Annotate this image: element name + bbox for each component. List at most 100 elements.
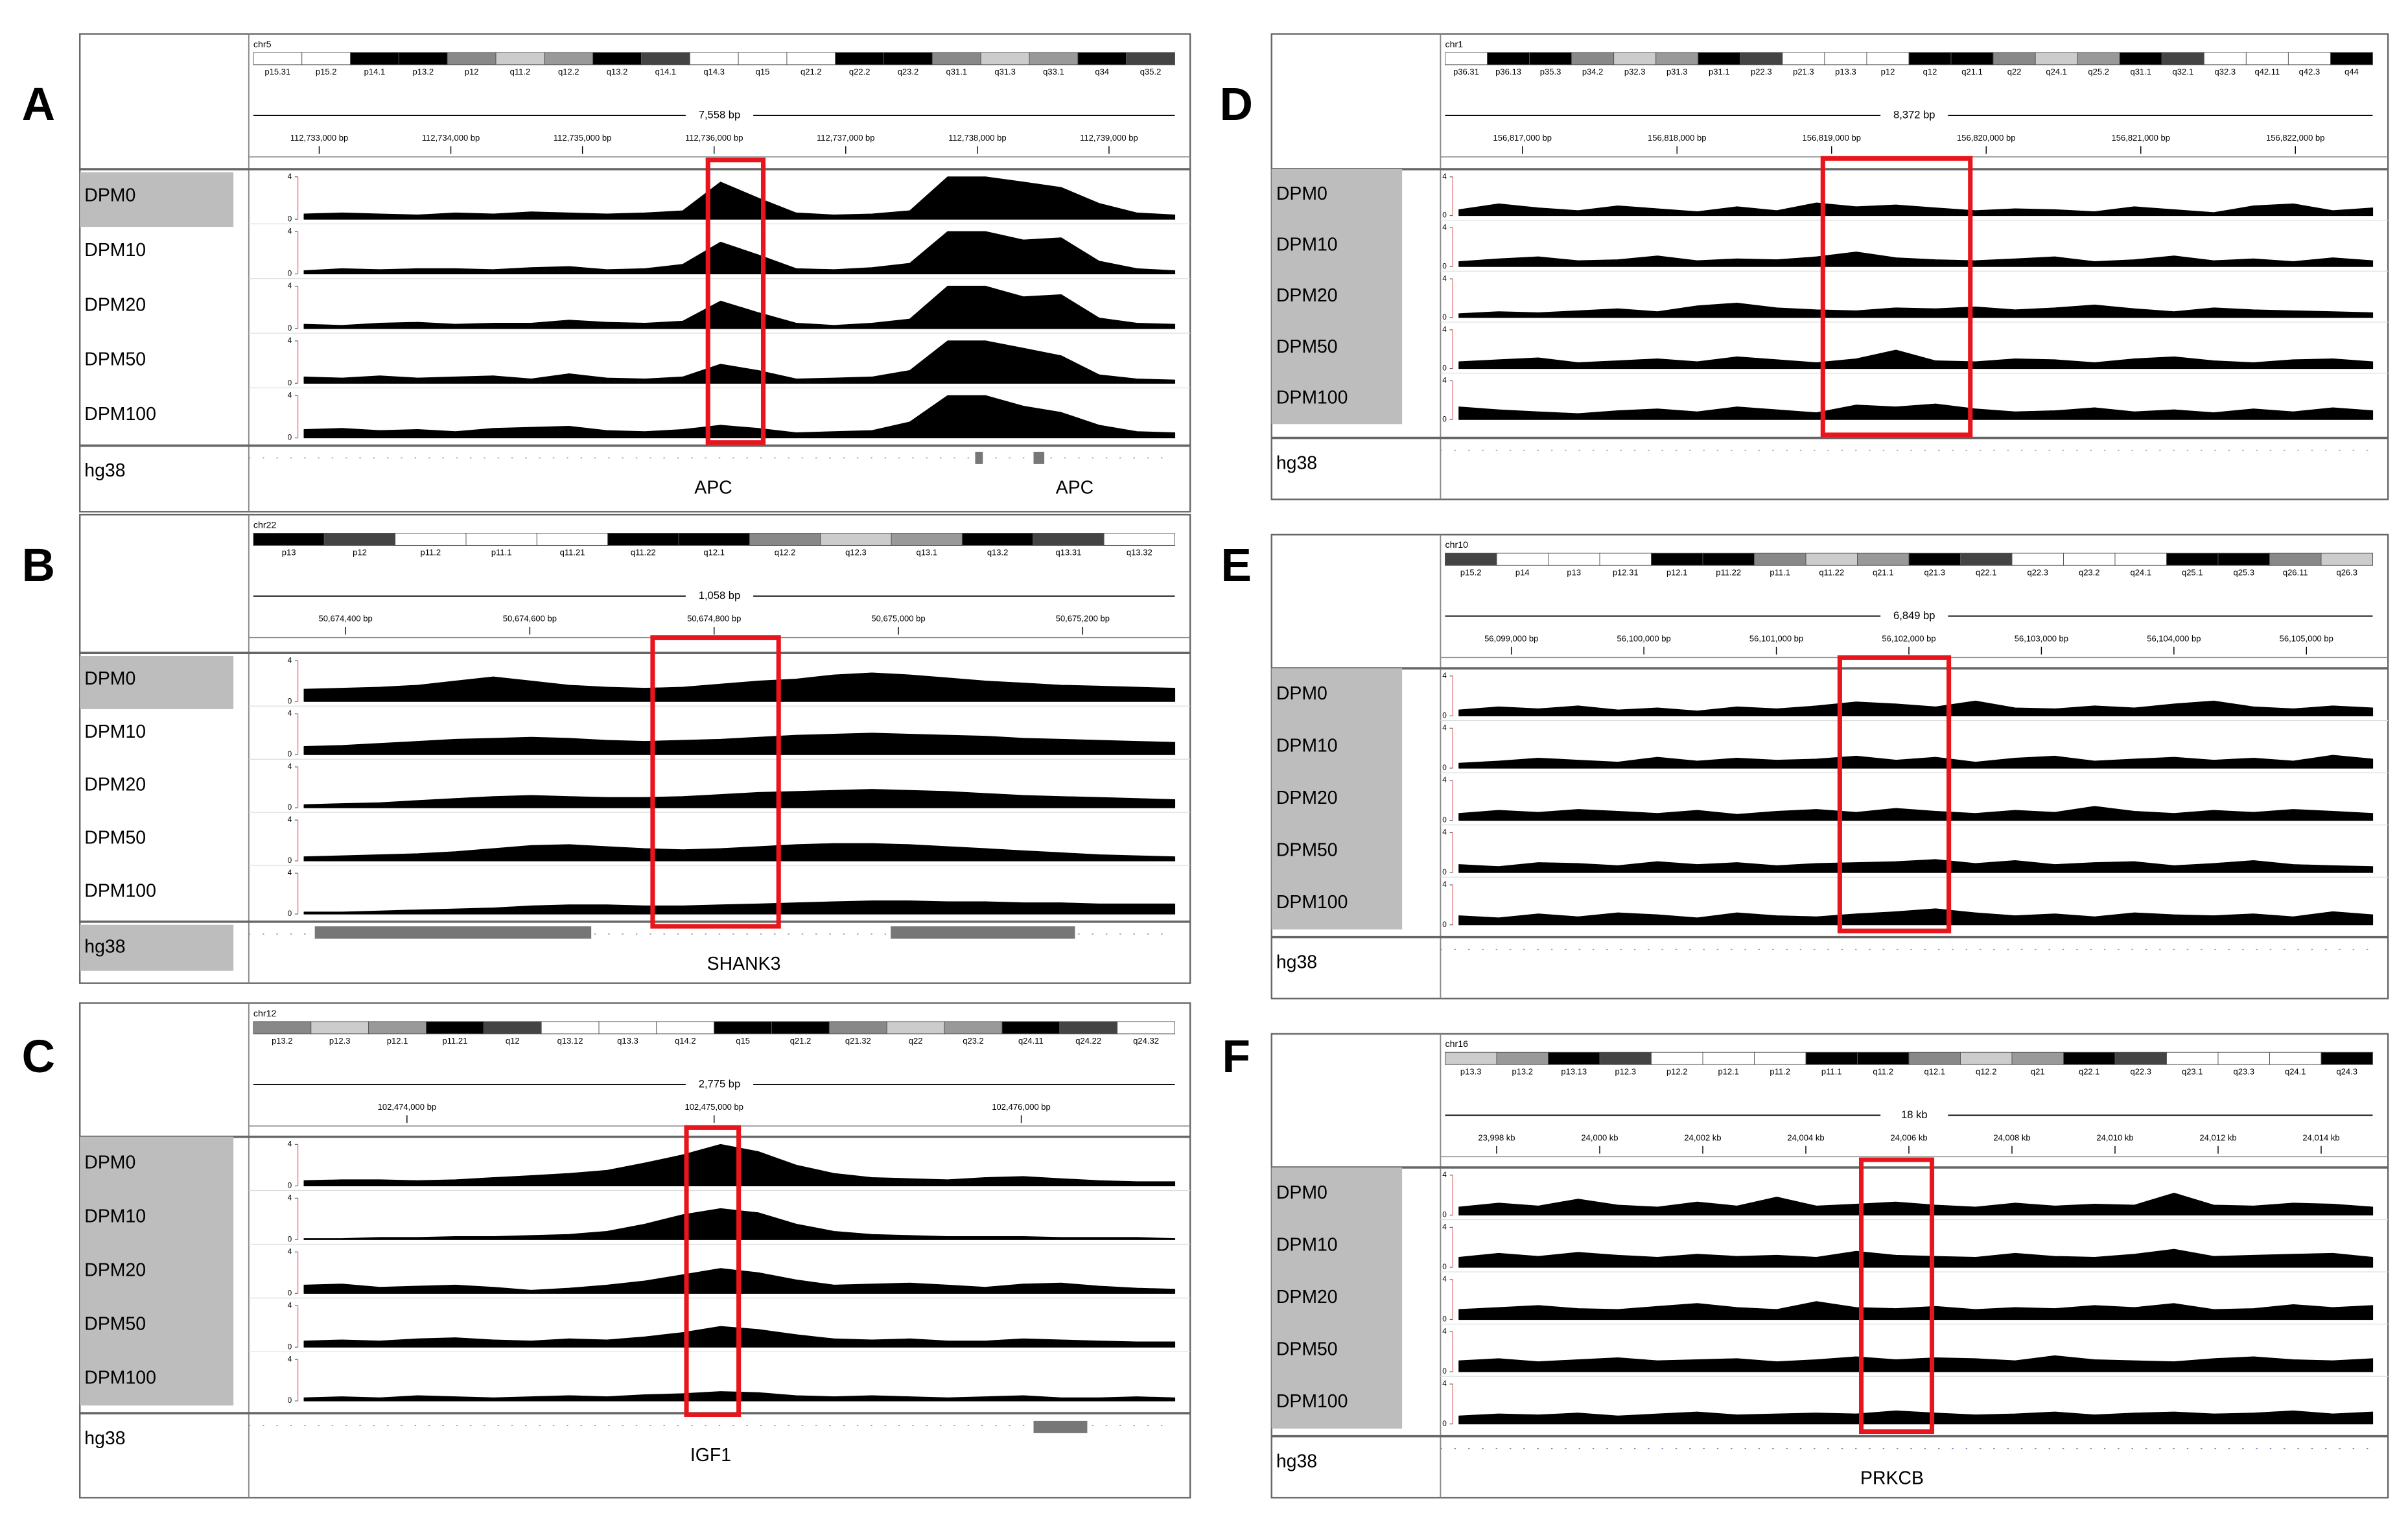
highlight-box (705, 158, 766, 445)
cytoband (786, 52, 836, 65)
cytoband (544, 52, 594, 65)
cytoband (1782, 52, 1825, 65)
cytoband (398, 52, 448, 65)
track-scale-label: 0 (288, 803, 292, 812)
track-name: DPM0 (1276, 683, 1327, 704)
panel-letter: A (22, 79, 55, 130)
track-name: DPM100 (84, 404, 156, 425)
ruler-label: 56,099,000 bp (1484, 633, 1538, 643)
cytoband-label: p13.13 (1561, 1067, 1587, 1077)
cytoband-label: q31.1 (2130, 67, 2151, 76)
chromosome-name: chr1 (1445, 40, 1463, 50)
track-scale-label: 4 (288, 226, 292, 235)
track-scale-label: 0 (288, 269, 292, 278)
highlight-box (1858, 1157, 1935, 1435)
cytoband-label: q13.31 (1056, 548, 1082, 557)
track-scale-label: 0 (288, 378, 292, 387)
cytoband-label: q31.3 (994, 67, 1016, 76)
highlight-box (1837, 655, 1952, 933)
cytoband (771, 1021, 830, 1035)
cytoband (1445, 1051, 1497, 1065)
cytoband-label: q22.3 (2130, 1067, 2151, 1077)
track-scale-label: 0 (1442, 1419, 1447, 1428)
cytoband (2114, 552, 2167, 566)
cytoband (749, 533, 821, 546)
cytoband (641, 52, 690, 65)
cytoband (1702, 1051, 1755, 1065)
cytoband-label: p31.3 (1666, 67, 1688, 76)
cytoband (368, 1021, 427, 1035)
track-scale-label: 0 (288, 856, 292, 865)
cytoband-label: p12 (465, 67, 479, 76)
cytoband-label: q21.2 (801, 67, 822, 76)
ruler-label: 156,817,000 bp (1493, 133, 1551, 143)
cytoband (1740, 52, 1783, 65)
cytoband (944, 1021, 1003, 1035)
span-label-bg (685, 1077, 754, 1092)
cytoband (886, 1021, 945, 1035)
coverage-area (1458, 1410, 2374, 1425)
genome-label: hg38 (84, 1428, 125, 1449)
coverage-area (1458, 302, 2374, 318)
cytoband (2245, 52, 2289, 65)
cytoband-label: p14 (1515, 568, 1530, 578)
cytoband (1117, 1021, 1175, 1035)
track-name: DPM20 (1276, 1287, 1338, 1307)
highlight-box (650, 635, 781, 929)
span-label-bg (1880, 108, 1948, 123)
cytoband-label: q22 (2007, 67, 2022, 76)
cytoband (1445, 52, 1488, 65)
track-scale-label: 0 (1442, 1366, 1447, 1376)
cytoband-label: q11.2 (1873, 1067, 1893, 1077)
cytoband-label: q12.2 (775, 548, 796, 557)
cytoband-label: p11.2 (420, 548, 441, 557)
cytoband-label: p36.31 (1453, 67, 1479, 76)
cytoband-label: q13.12 (557, 1036, 583, 1046)
cytoband (465, 533, 537, 546)
cytoband (1029, 52, 1079, 65)
coverage-area (1458, 202, 2374, 217)
cytoband-label: p12.1 (387, 1036, 408, 1046)
track-name: DPM0 (84, 1153, 135, 1173)
ruler-label: 156,819,000 bp (1802, 133, 1860, 143)
track-scale-label: 4 (1442, 1170, 1447, 1179)
coverage-area (303, 176, 1176, 220)
cytoband-label: p12.3 (329, 1036, 351, 1046)
cytoband-label: q23.2 (2079, 568, 2100, 578)
cytoband (1599, 1051, 1652, 1065)
track-name: DPM10 (84, 240, 146, 261)
coverage-area (1458, 349, 2374, 369)
cytoband (961, 533, 1034, 546)
coverage-area (1458, 1192, 2374, 1216)
track-scale-label: 4 (288, 390, 292, 399)
highlight-box (684, 1125, 742, 1417)
cytoband-label: q42.11 (2254, 67, 2280, 76)
track-name: DPM20 (84, 294, 146, 315)
cytoband (395, 533, 467, 546)
ruler-label: 112,739,000 bp (1080, 133, 1138, 143)
track-name: DPM50 (1276, 839, 1338, 860)
cytoband-label: q32.1 (2173, 67, 2194, 76)
track-scale-label: 0 (288, 1234, 292, 1243)
track-scale-label: 0 (288, 1342, 292, 1351)
gene-exon-block (314, 926, 592, 939)
ruler-label: 156,820,000 bp (1957, 133, 2015, 143)
track-name-column (1271, 169, 1403, 425)
track-name: DPM100 (84, 881, 156, 902)
cytoband (541, 1021, 600, 1035)
cytoband-label: q12.1 (703, 548, 725, 557)
track-scale-label: 4 (1442, 274, 1447, 283)
cytoband (253, 533, 325, 546)
panel-letter: C (22, 1031, 55, 1083)
cytoband (483, 1021, 542, 1035)
cytoband-label: q21.2 (790, 1036, 812, 1046)
coverage-area (1458, 755, 2374, 769)
cytoband-label: p15.2 (316, 67, 337, 76)
cytoband-label: q12.1 (1924, 1067, 1945, 1077)
track-name: DPM50 (84, 349, 146, 370)
coverage-area (1458, 403, 2374, 420)
cytoband-label: q42.3 (2299, 67, 2320, 76)
track-scale-label: 0 (1442, 867, 1447, 876)
cytoband (1655, 52, 1699, 65)
cytoband-label: q11.22 (631, 548, 656, 557)
